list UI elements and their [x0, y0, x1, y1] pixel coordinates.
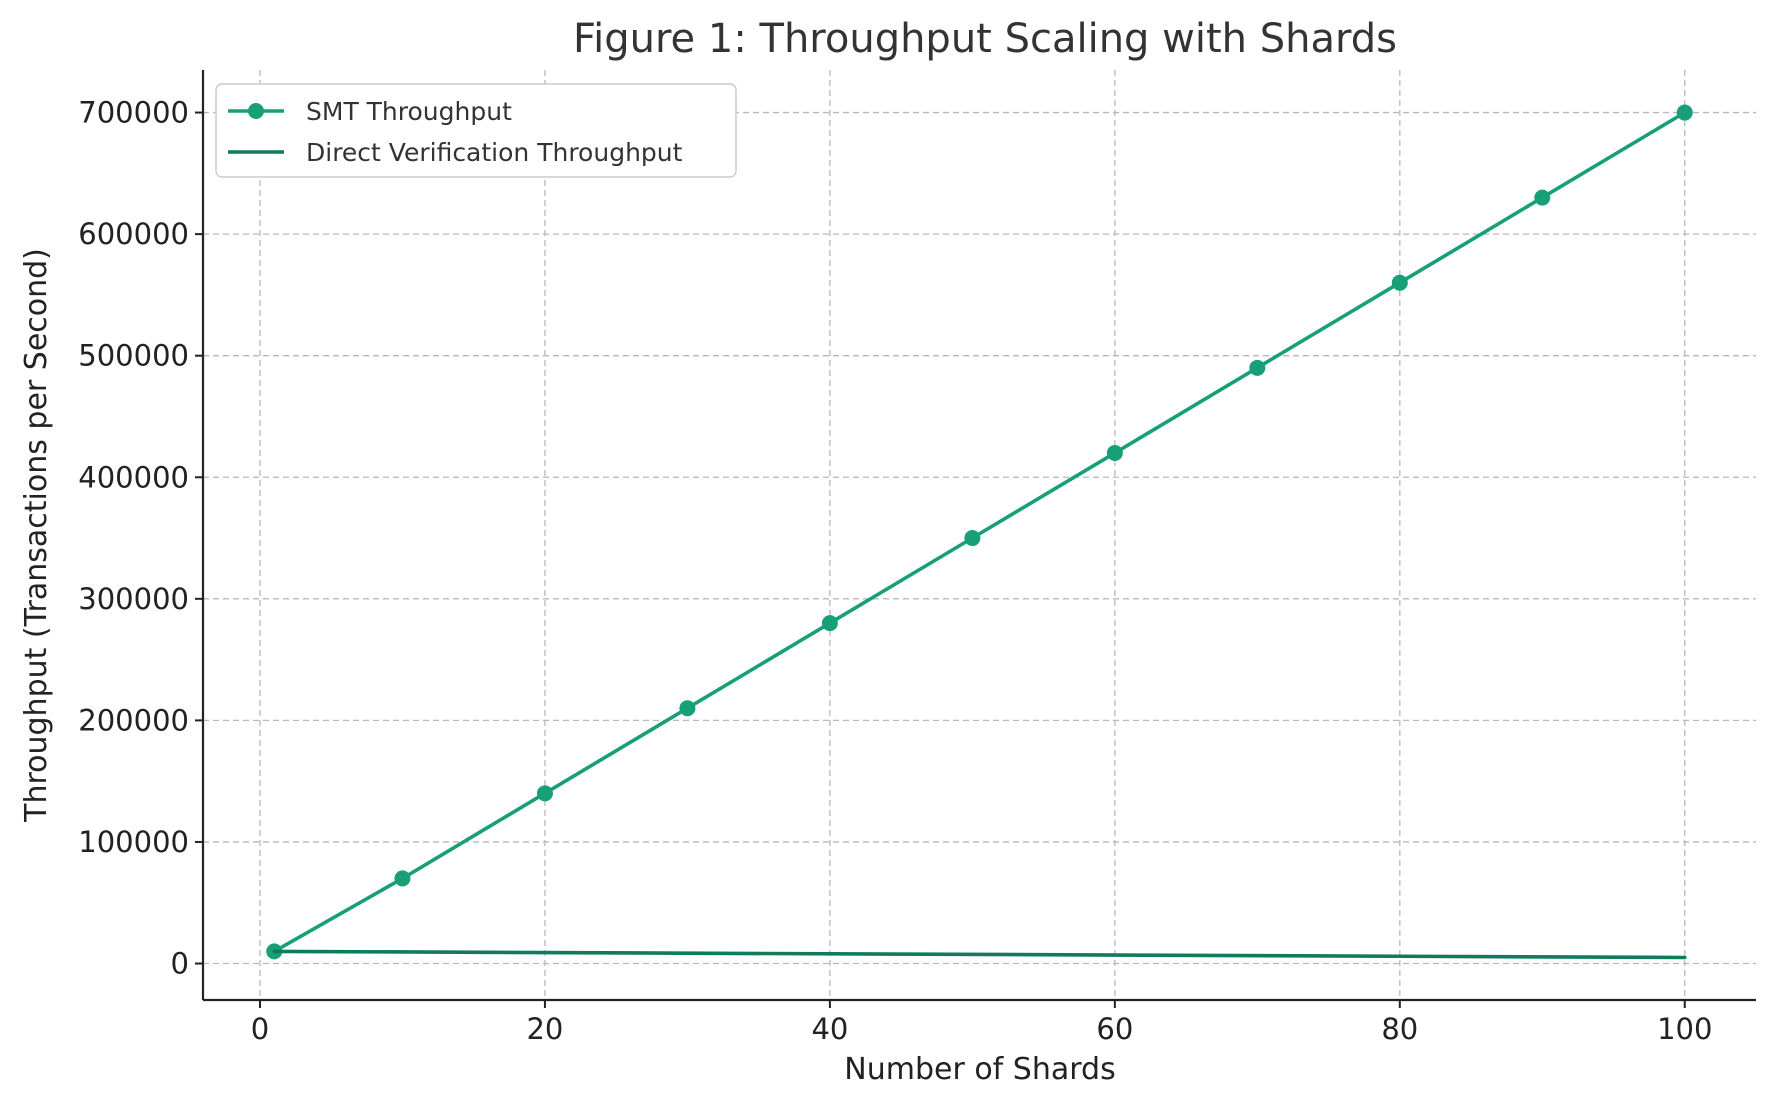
y-tick-label: 200000: [78, 703, 189, 737]
x-tick-label: 60: [1096, 1012, 1133, 1046]
legend-box: [215, 83, 737, 178]
plot-area: [266, 104, 1693, 960]
legend: SMT Throughput Direct Verification Throug…: [215, 83, 737, 178]
y-tick-label: 300000: [78, 582, 189, 616]
y-tick-label: 0: [171, 947, 189, 981]
y-tick-label: 600000: [78, 217, 189, 251]
data-point: [679, 700, 696, 717]
y-tick-label: 700000: [78, 96, 189, 130]
chart-title: Figure 1: Throughput Scaling with Shards: [573, 16, 1397, 62]
y-tick-label: 400000: [78, 460, 189, 494]
data-point: [821, 615, 838, 632]
tick-labels: 0 20 40 60 80 100 0 100000 200000 300000 400000 500…: [78, 96, 1712, 1046]
data-point: [536, 785, 553, 802]
data-point: [964, 530, 981, 547]
legend-label: SMT Throughput: [306, 97, 512, 126]
y-tick-label: 100000: [78, 825, 189, 859]
x-tick-label: 80: [1381, 1012, 1418, 1046]
y-tick-label: 500000: [78, 339, 189, 373]
data-point: [1676, 104, 1693, 121]
x-tick-label: 20: [526, 1012, 563, 1046]
legend-label: Direct Verification Throughput: [306, 138, 683, 167]
series-line-0: [272, 110, 1687, 954]
data-point: [394, 870, 411, 887]
legend-swatch-marker: [248, 103, 264, 119]
grid: [203, 70, 1756, 1000]
series-line-1: [272, 949, 1687, 960]
axes: [201, 70, 1756, 1002]
y-axis-label: Throughput (Transactions per Second): [19, 248, 54, 823]
data-point: [1249, 359, 1266, 376]
data-point: [1106, 444, 1123, 461]
x-axis-label: Number of Shards: [844, 1052, 1115, 1087]
x-tick-label: 0: [251, 1012, 269, 1046]
data-point: [1391, 274, 1408, 291]
x-tick-label: 40: [811, 1012, 848, 1046]
data-point: [1534, 189, 1551, 206]
x-tick-label: 100: [1657, 1012, 1712, 1046]
